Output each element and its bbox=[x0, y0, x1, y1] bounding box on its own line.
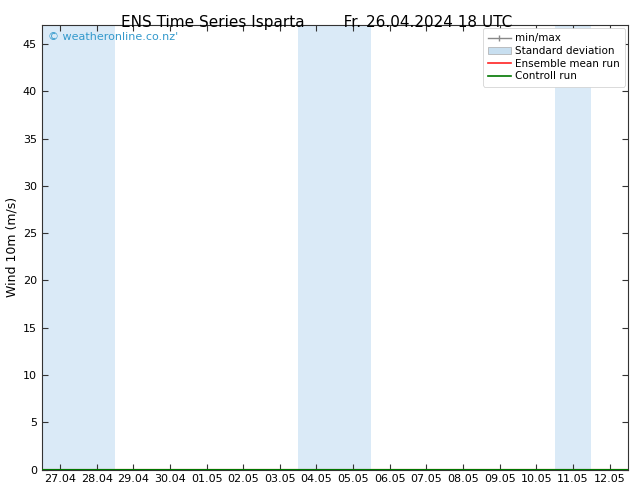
Bar bbox=[79, 25, 115, 469]
Bar bbox=[298, 25, 335, 469]
Y-axis label: Wind 10m (m/s): Wind 10m (m/s) bbox=[6, 197, 18, 297]
Legend: min/max, Standard deviation, Ensemble mean run, Controll run: min/max, Standard deviation, Ensemble me… bbox=[482, 28, 624, 87]
Bar bbox=[335, 25, 372, 469]
Bar bbox=[555, 25, 592, 469]
Text: ENS Time Series Isparta        Fr. 26.04.2024 18 UTC: ENS Time Series Isparta Fr. 26.04.2024 1… bbox=[121, 15, 513, 30]
Bar bbox=[42, 25, 79, 469]
Text: © weatheronline.co.nz': © weatheronline.co.nz' bbox=[48, 32, 178, 42]
